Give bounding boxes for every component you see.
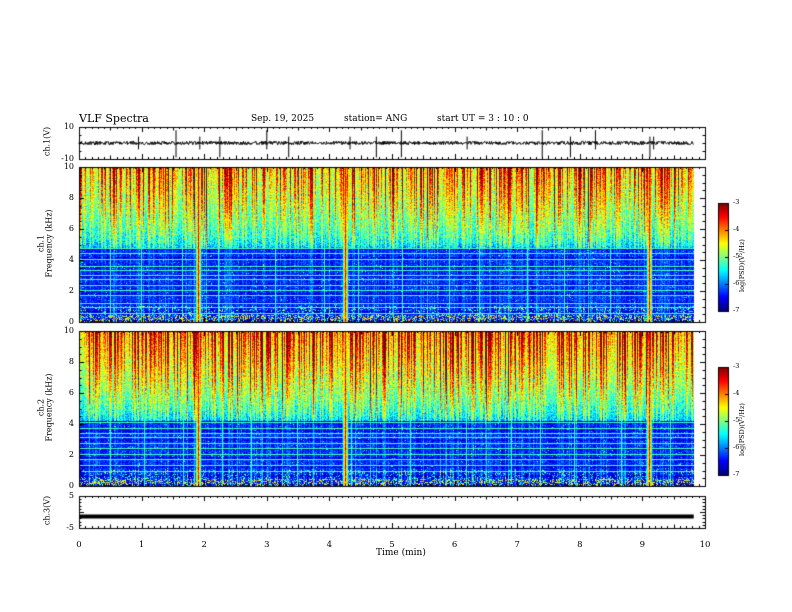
ch1-freq-tick-label: 0: [68, 317, 74, 326]
x-tick-label: 2: [201, 540, 207, 550]
colorbar-tick-label: -4: [733, 225, 740, 233]
ch1-freq-tick-label: 2: [68, 286, 74, 295]
colorbar-tick-label: -7: [733, 306, 740, 314]
ch2-freq-tick-label: 2: [68, 450, 74, 459]
start-ut-label: start UT = 3 : 10 : 0: [437, 114, 529, 124]
ch3-waveform-ylabel: ch.3(V): [42, 495, 52, 526]
ch3-ytick-label: 5: [68, 491, 74, 500]
ch1-ytick-label: 10: [63, 122, 74, 131]
x-tick-label: 6: [451, 540, 458, 550]
ch1-freq-ylabel: Frequency (kHz): [44, 209, 54, 278]
ch3-ytick-label: -5: [66, 523, 74, 532]
station-label: station= ANG: [344, 114, 408, 124]
colorbar-tick-label: -6: [733, 443, 740, 451]
ch2-freq-ylabel: Frequency (kHz): [44, 373, 54, 442]
colorbar-tick-label: -3: [733, 362, 740, 370]
colorbar-tick-label: -5: [733, 416, 740, 424]
ch2-freq-tick-label: 0: [68, 481, 74, 490]
ch1-freq-tick-label: 10: [63, 162, 74, 171]
x-tick-label: 8: [577, 540, 583, 550]
x-tick-label: 3: [264, 540, 270, 550]
date-label: Sep. 19, 2025: [251, 114, 315, 124]
ch1-ytick-label: -10: [61, 154, 74, 163]
x-tick-label: 10: [699, 540, 711, 550]
x-tick-label: 9: [639, 540, 646, 550]
colorbar-tick-label: -3: [733, 198, 740, 206]
ch1-freq-tick-label: 4: [68, 255, 74, 264]
x-axis-label: Time (min): [376, 548, 426, 558]
ch2-freq-tick-label: 4: [68, 419, 74, 428]
ch2-freq-tick-label: 6: [68, 388, 74, 397]
x-tick-label: 4: [326, 540, 333, 550]
ch2-freq-tick-label: 8: [68, 357, 74, 366]
ch1-freq-tick-label: 6: [68, 224, 74, 233]
x-tick-label: 0: [76, 540, 82, 550]
colorbar-tick-label: -5: [733, 252, 740, 260]
x-tick-label: 7: [514, 540, 520, 550]
ch1-waveform-ylabel: ch.1(V): [42, 126, 52, 157]
x-tick-label: 5: [389, 540, 395, 550]
colorbar-tick-label: -4: [733, 389, 740, 397]
colorbar-tick-label: -7: [733, 470, 740, 478]
figure-title: VLF Spectra: [79, 112, 149, 125]
ch2-freq-tick-label: 10: [63, 326, 74, 335]
ch1-freq-tick-label: 8: [68, 193, 74, 202]
colorbar-tick-label: -6: [733, 279, 740, 287]
x-tick-label: 1: [138, 540, 145, 550]
